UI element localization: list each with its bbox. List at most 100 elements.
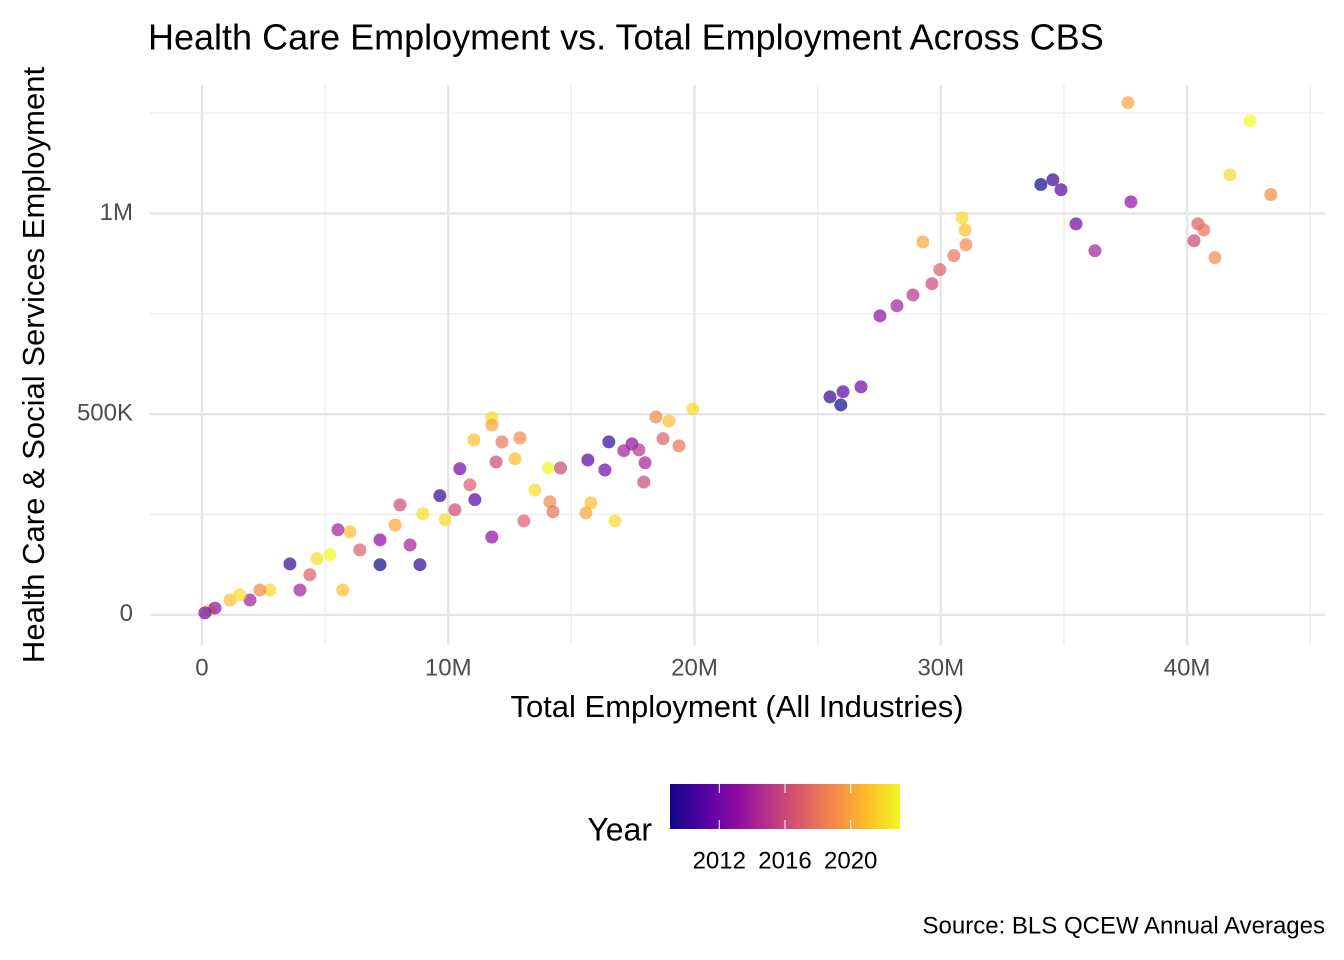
point	[485, 418, 499, 432]
point	[331, 523, 345, 537]
point	[947, 249, 961, 263]
point	[438, 513, 452, 527]
caption: Source: BLS QCEW Annual Averages	[923, 912, 1325, 939]
point	[485, 530, 499, 544]
point	[584, 496, 598, 510]
point	[243, 593, 257, 607]
point	[1124, 195, 1138, 209]
point	[890, 299, 904, 313]
point	[233, 588, 247, 602]
point	[873, 309, 887, 323]
x-tick-label: 0	[195, 654, 208, 681]
point	[617, 444, 631, 458]
y-tick-label: 1M	[100, 199, 133, 226]
point	[543, 495, 557, 509]
point	[823, 390, 837, 404]
point	[393, 498, 407, 512]
point	[353, 543, 367, 557]
point	[323, 548, 337, 562]
point	[581, 453, 595, 467]
x-tick-label: 10M	[425, 654, 472, 681]
point	[513, 431, 527, 445]
point	[343, 525, 357, 539]
point	[955, 211, 969, 225]
point	[638, 456, 652, 470]
point	[463, 478, 477, 492]
point	[637, 475, 651, 489]
point	[836, 385, 850, 399]
point	[468, 493, 482, 507]
point	[208, 601, 222, 615]
point	[508, 452, 522, 466]
colorbar-label: 2012	[693, 847, 746, 874]
point	[672, 439, 686, 453]
point	[1034, 178, 1048, 192]
point	[403, 538, 417, 552]
point	[495, 435, 509, 449]
point	[1054, 183, 1068, 197]
point	[1187, 234, 1201, 248]
point	[489, 455, 503, 469]
x-tick-label: 30M	[917, 654, 964, 681]
colorbar-label: 2020	[824, 847, 877, 874]
y-tick-label: 500K	[77, 400, 133, 427]
chart-title: Health Care Employment vs. Total Employm…	[148, 17, 1104, 58]
point	[336, 583, 350, 597]
point	[546, 505, 560, 519]
point	[1197, 223, 1211, 237]
point	[1208, 251, 1222, 265]
point	[467, 433, 481, 447]
point	[632, 443, 646, 457]
point	[541, 461, 555, 475]
point	[293, 583, 307, 597]
colorbar-label: 2016	[758, 847, 811, 874]
point	[1264, 188, 1278, 202]
x-tick-label: 40M	[1164, 654, 1211, 681]
point	[1069, 217, 1083, 231]
x-axis-label: Total Employment (All Industries)	[510, 689, 963, 724]
point	[433, 489, 447, 503]
point	[662, 414, 676, 428]
point	[416, 507, 430, 521]
point	[1046, 173, 1060, 187]
point	[283, 557, 297, 571]
legend-title: Year	[587, 811, 652, 847]
point	[579, 506, 593, 520]
point	[373, 533, 387, 547]
point	[223, 593, 237, 607]
point	[554, 461, 568, 475]
point	[834, 398, 848, 412]
point	[303, 568, 317, 582]
point	[933, 263, 947, 277]
point	[413, 558, 427, 572]
point	[959, 238, 973, 252]
point	[373, 558, 387, 572]
point	[517, 514, 531, 528]
point	[906, 288, 920, 302]
point	[310, 552, 324, 566]
point	[649, 410, 663, 424]
point	[528, 483, 542, 497]
point	[854, 380, 868, 394]
point	[388, 518, 402, 532]
point	[1243, 114, 1257, 128]
point	[602, 435, 616, 449]
point	[453, 462, 467, 476]
point	[916, 235, 930, 249]
point	[1121, 96, 1135, 110]
y-axis-label: Health Care & Social Services Employment	[16, 67, 51, 664]
point	[686, 402, 700, 416]
point	[598, 463, 612, 477]
point	[448, 503, 462, 517]
y-tick-label: 0	[120, 600, 133, 627]
point	[958, 223, 972, 237]
x-tick-label: 20M	[671, 654, 718, 681]
point	[1223, 168, 1237, 182]
point	[608, 514, 622, 528]
point	[198, 606, 212, 620]
point	[1088, 244, 1102, 258]
point	[656, 432, 670, 446]
point	[253, 583, 267, 597]
point	[263, 583, 277, 597]
